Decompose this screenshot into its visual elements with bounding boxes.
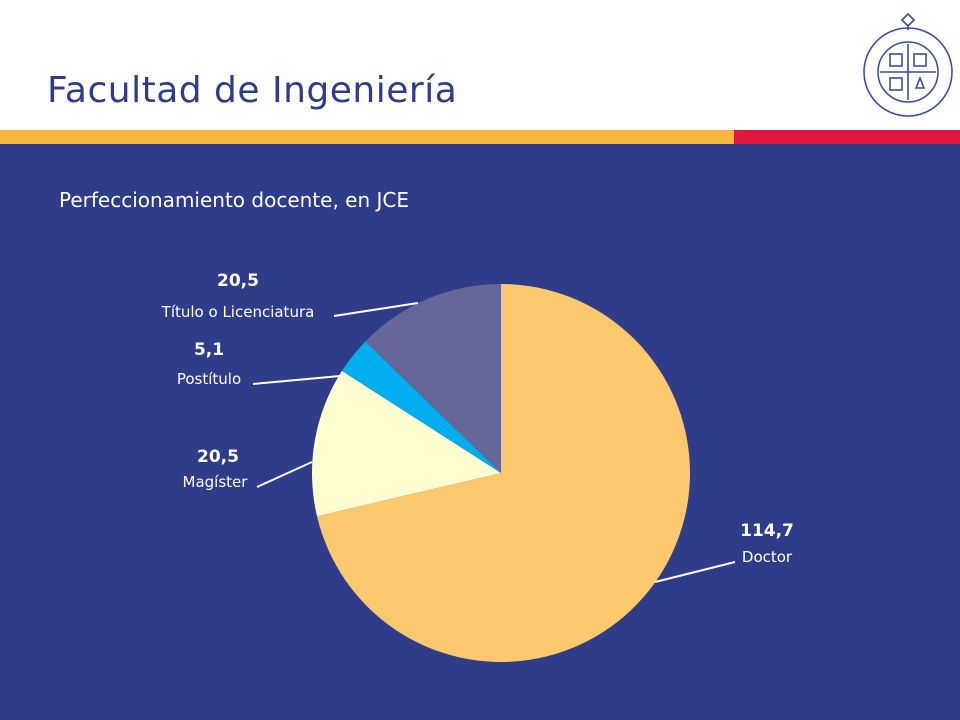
pie-slice-postítulo: [341, 341, 501, 473]
header: Facultad de Ingeniería: [0, 0, 960, 130]
pie-slice-magíster: [311, 370, 501, 517]
header-band-gold: [0, 130, 734, 144]
university-seal-logo: [863, 12, 953, 117]
data-label-value: 5,1: [194, 340, 224, 360]
data-label-value: 114,7: [740, 521, 794, 541]
header-band-red: [734, 130, 960, 144]
data-label-value: 20,5: [197, 447, 239, 467]
pie-slice-título-o-licenciatura: [365, 284, 501, 473]
pie-slice-doctor: [317, 284, 690, 662]
page-title: Facultad de Ingeniería: [47, 70, 458, 111]
data-label-category: Título o Licenciatura: [161, 303, 315, 321]
chart-title: Perfeccionamiento docente, en JCE: [59, 188, 409, 212]
leader-line: [252, 375, 341, 385]
leader-line: [654, 561, 736, 583]
data-label-value: 20,5: [217, 271, 259, 291]
data-label-category: Postítulo: [177, 370, 241, 388]
leader-line: [256, 461, 313, 488]
data-label-category: Magíster: [183, 473, 249, 491]
leader-line: [333, 302, 419, 317]
data-label-category: Doctor: [742, 548, 793, 566]
